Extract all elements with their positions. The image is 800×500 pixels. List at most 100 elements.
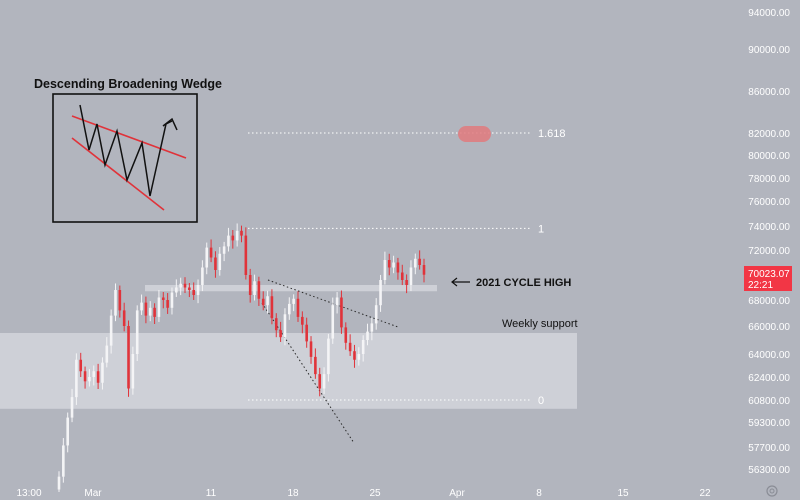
candle-body (101, 362, 104, 383)
candle-body (218, 253, 222, 270)
candle-body (348, 342, 352, 352)
candle-body (153, 307, 156, 317)
x-tick-label: Mar (84, 488, 102, 499)
pattern-title: Descending Broadening Wedge (34, 77, 222, 91)
candle-body (170, 292, 174, 308)
x-tick-label: 18 (287, 488, 299, 499)
candle-body (301, 316, 304, 325)
x-tick-label: 15 (617, 488, 629, 499)
candle-body (274, 318, 278, 331)
candle-body (157, 297, 161, 317)
candle-body (392, 262, 395, 268)
candle-body (370, 323, 374, 332)
candle-body (283, 314, 287, 338)
candle-body (222, 246, 226, 254)
fib-label-1: 1 (538, 223, 544, 235)
candle-body (309, 341, 313, 357)
candle-body (209, 247, 213, 258)
x-tick-label: 22 (699, 488, 711, 499)
candle-body (96, 371, 100, 383)
candle-body (422, 265, 426, 275)
candle-body (205, 247, 209, 268)
candle-body (105, 345, 109, 363)
candle-body (148, 307, 152, 316)
y-tick-label: 59300.00 (748, 418, 790, 429)
candle-body (287, 303, 291, 315)
candle-body (135, 310, 139, 354)
candle-body (292, 298, 295, 304)
candle-body (405, 280, 408, 285)
candle-body (318, 374, 322, 389)
candle-body (353, 351, 356, 360)
y-tick-label: 72000.00 (748, 246, 790, 257)
candle-body (327, 338, 330, 375)
candle-body (196, 285, 200, 295)
price-axis[interactable]: 94000.00 90000.00 86000.00 82000.00 80000.00… (748, 8, 790, 476)
candle-body (122, 310, 126, 326)
candle-body (188, 287, 191, 290)
candle-body (414, 258, 417, 268)
candle-body (244, 235, 248, 275)
candle-body (340, 297, 343, 328)
candle-body (109, 315, 113, 346)
candle-body (409, 267, 413, 285)
candle-body (379, 280, 382, 306)
candle-body (383, 260, 387, 280)
fib-label-0: 1.618 (538, 128, 566, 140)
current-price-tag: 70023.07 22:21 (744, 266, 792, 291)
candle-body (248, 275, 252, 295)
candle-body (70, 397, 74, 418)
current-price: 70023.07 (748, 269, 790, 280)
candle-body (400, 272, 404, 280)
y-tick-label: 82000.00 (748, 129, 790, 140)
x-tick-label: 11 (206, 488, 217, 499)
countdown: 22:21 (748, 280, 773, 291)
y-tick-label: 57700.00 (748, 443, 790, 454)
candle-body (261, 298, 265, 306)
candle-body (140, 302, 143, 311)
candle-body (357, 354, 361, 360)
candle-body (62, 445, 65, 477)
y-tick-label: 62400.00 (748, 373, 790, 384)
y-tick-label: 64000.00 (748, 350, 790, 361)
candle-body (83, 371, 87, 382)
candle-body (235, 230, 239, 241)
y-tick-label: 60800.00 (748, 396, 790, 407)
y-tick-label: 56300.00 (748, 465, 790, 476)
time-axis[interactable]: 13:00 Mar 11 18 25 Apr 8 15 22 (16, 488, 711, 499)
candle-body (266, 296, 269, 306)
candle-body (240, 230, 243, 236)
y-tick-label: 76000.00 (748, 197, 790, 208)
y-tick-label: 74000.00 (748, 222, 790, 233)
candle-body (57, 476, 61, 490)
candle-body (144, 302, 148, 316)
cycle-high-label: 2021 CYCLE HIGH (476, 277, 571, 289)
candle-body (166, 300, 169, 308)
weekly-support-label: Weekly support (502, 318, 578, 330)
candle-body (161, 297, 165, 300)
candle-body (79, 359, 83, 372)
candle-body (366, 331, 369, 340)
y-tick-label: 78000.00 (748, 174, 790, 185)
x-tick-label: 13:00 (16, 488, 41, 499)
x-tick-label: 25 (369, 488, 381, 499)
candle-body (66, 417, 69, 446)
candle-body (114, 290, 117, 316)
candle-body (227, 235, 230, 247)
weekly-support-zone (0, 333, 577, 409)
candle-body (331, 305, 335, 339)
x-tick-label: 8 (536, 488, 542, 499)
candle-body (314, 356, 317, 375)
y-tick-label: 94000.00 (748, 8, 790, 19)
gear-icon[interactable] (766, 485, 778, 497)
candle-body (322, 374, 326, 389)
candle-body (201, 267, 204, 285)
candle-body (127, 326, 130, 389)
cycle-high-annotation (451, 277, 470, 287)
candle-body (214, 257, 217, 270)
candle-body (131, 354, 135, 389)
candle-body (305, 324, 308, 342)
candle-body (118, 290, 122, 311)
candle-body (192, 290, 196, 295)
